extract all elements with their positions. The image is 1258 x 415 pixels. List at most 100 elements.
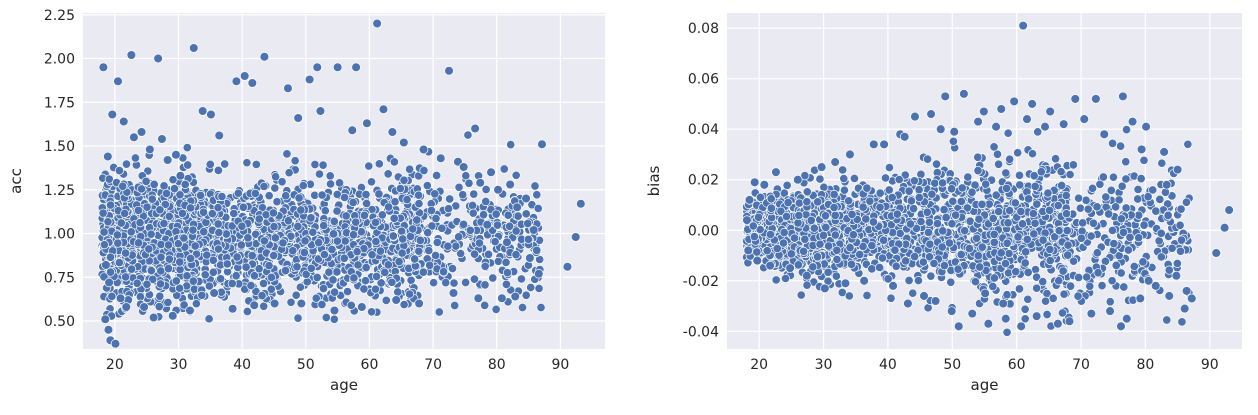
scatter-point — [1082, 272, 1092, 282]
scatter-point — [880, 173, 891, 183]
y-tick-label: 0.75 — [44, 270, 75, 286]
scatter-point — [1004, 248, 1014, 259]
scatter-point — [259, 181, 269, 192]
scatter-point — [534, 269, 544, 279]
scatter-point — [332, 206, 342, 216]
scatter-point — [427, 221, 437, 231]
scatter-point — [461, 277, 471, 288]
scatter-point — [114, 258, 124, 268]
scatter-point — [214, 130, 224, 141]
scatter-point — [332, 267, 342, 277]
scatter-point — [272, 197, 282, 207]
scatter-point — [205, 159, 215, 169]
scatter-point — [517, 302, 528, 313]
scatter-point — [116, 218, 126, 228]
scatter-point — [209, 288, 219, 298]
scatter-point — [161, 188, 172, 199]
scatter-point — [1033, 127, 1043, 137]
acc-vs-age-chart: 20 30 40 50 60 70 80 900.500.751.001.251.501.75… — [7, 8, 605, 394]
scatter-point — [222, 259, 232, 269]
scatter-point — [1040, 296, 1051, 306]
scatter-point — [458, 162, 469, 172]
scatter-point — [366, 177, 377, 187]
scatter-point — [375, 246, 386, 256]
scatter-point — [189, 43, 199, 53]
scatter-point — [242, 306, 252, 317]
scatter-point — [1164, 265, 1174, 275]
scatter-point — [530, 181, 540, 191]
scatter-point — [463, 130, 473, 140]
scatter-point — [127, 264, 137, 274]
scatter-point — [291, 290, 301, 300]
scatter-point — [884, 185, 894, 195]
scatter-point — [1177, 317, 1187, 327]
scatter-point — [1129, 261, 1139, 271]
y-tick-label: -0.04 — [683, 324, 719, 340]
scatter-point — [405, 289, 415, 299]
x-tick-label: 70 — [1072, 357, 1090, 373]
scatter-point — [458, 190, 468, 200]
scatter-point — [424, 246, 434, 256]
scatter-point — [155, 279, 166, 289]
scatter-point — [831, 271, 841, 281]
scatter-point — [884, 162, 894, 173]
scatter-point — [493, 185, 503, 195]
scatter-point — [341, 211, 351, 221]
scatter-point — [480, 280, 490, 290]
scatter-point — [118, 116, 129, 127]
scatter-point — [525, 253, 535, 263]
scatter-point — [101, 260, 111, 270]
scatter-point — [359, 284, 369, 294]
scatter-point — [1051, 154, 1061, 164]
scatter-point — [319, 250, 329, 260]
scatter-point — [393, 287, 403, 297]
x-axis-label: age — [330, 376, 358, 394]
scatter-point — [100, 314, 111, 325]
scatter-point — [1042, 309, 1052, 320]
scatter-point — [482, 220, 492, 230]
scatter-point — [146, 229, 156, 239]
scatter-point — [372, 271, 382, 281]
scatter-point — [171, 276, 181, 286]
scatter-point — [306, 263, 316, 273]
scatter-point — [315, 106, 326, 116]
scatter-point — [441, 278, 451, 288]
scatter-point — [103, 325, 114, 335]
scatter-point — [1038, 277, 1048, 287]
scatter-point — [505, 221, 515, 231]
scatter-point — [207, 209, 217, 219]
scatter-point — [431, 213, 441, 224]
scatter-point — [387, 277, 397, 287]
scatter-point — [115, 293, 126, 304]
scatter-point — [537, 139, 547, 150]
scatter-point — [501, 279, 511, 289]
scatter-point — [398, 234, 408, 244]
scatter-point — [113, 238, 123, 248]
scatter-point — [236, 240, 246, 250]
scatter-point — [298, 181, 308, 191]
scatter-point — [332, 62, 343, 72]
scatter-point — [196, 190, 206, 200]
scatter-point — [330, 287, 340, 297]
scatter-point — [348, 197, 358, 208]
scatter-point — [126, 227, 136, 237]
scatter-point — [391, 295, 401, 305]
scatter-point — [926, 271, 936, 281]
scatter-point — [387, 127, 398, 137]
scatter-point — [474, 238, 485, 248]
scatter-point — [213, 244, 224, 254]
scatter-point — [977, 199, 987, 209]
scatter-point — [241, 262, 251, 272]
scatter-point — [182, 143, 192, 153]
scatter-point — [314, 169, 325, 179]
scatter-point — [410, 254, 420, 264]
scatter-point — [419, 165, 429, 176]
scatter-point — [454, 232, 464, 242]
scatter-point — [1143, 192, 1153, 202]
scatter-point — [299, 247, 309, 258]
scatter-point — [444, 65, 454, 76]
scatter-point — [1121, 174, 1131, 184]
scatter-point — [110, 339, 121, 349]
x-tick-label: 20 — [750, 357, 768, 373]
scatter-point — [1020, 304, 1030, 314]
